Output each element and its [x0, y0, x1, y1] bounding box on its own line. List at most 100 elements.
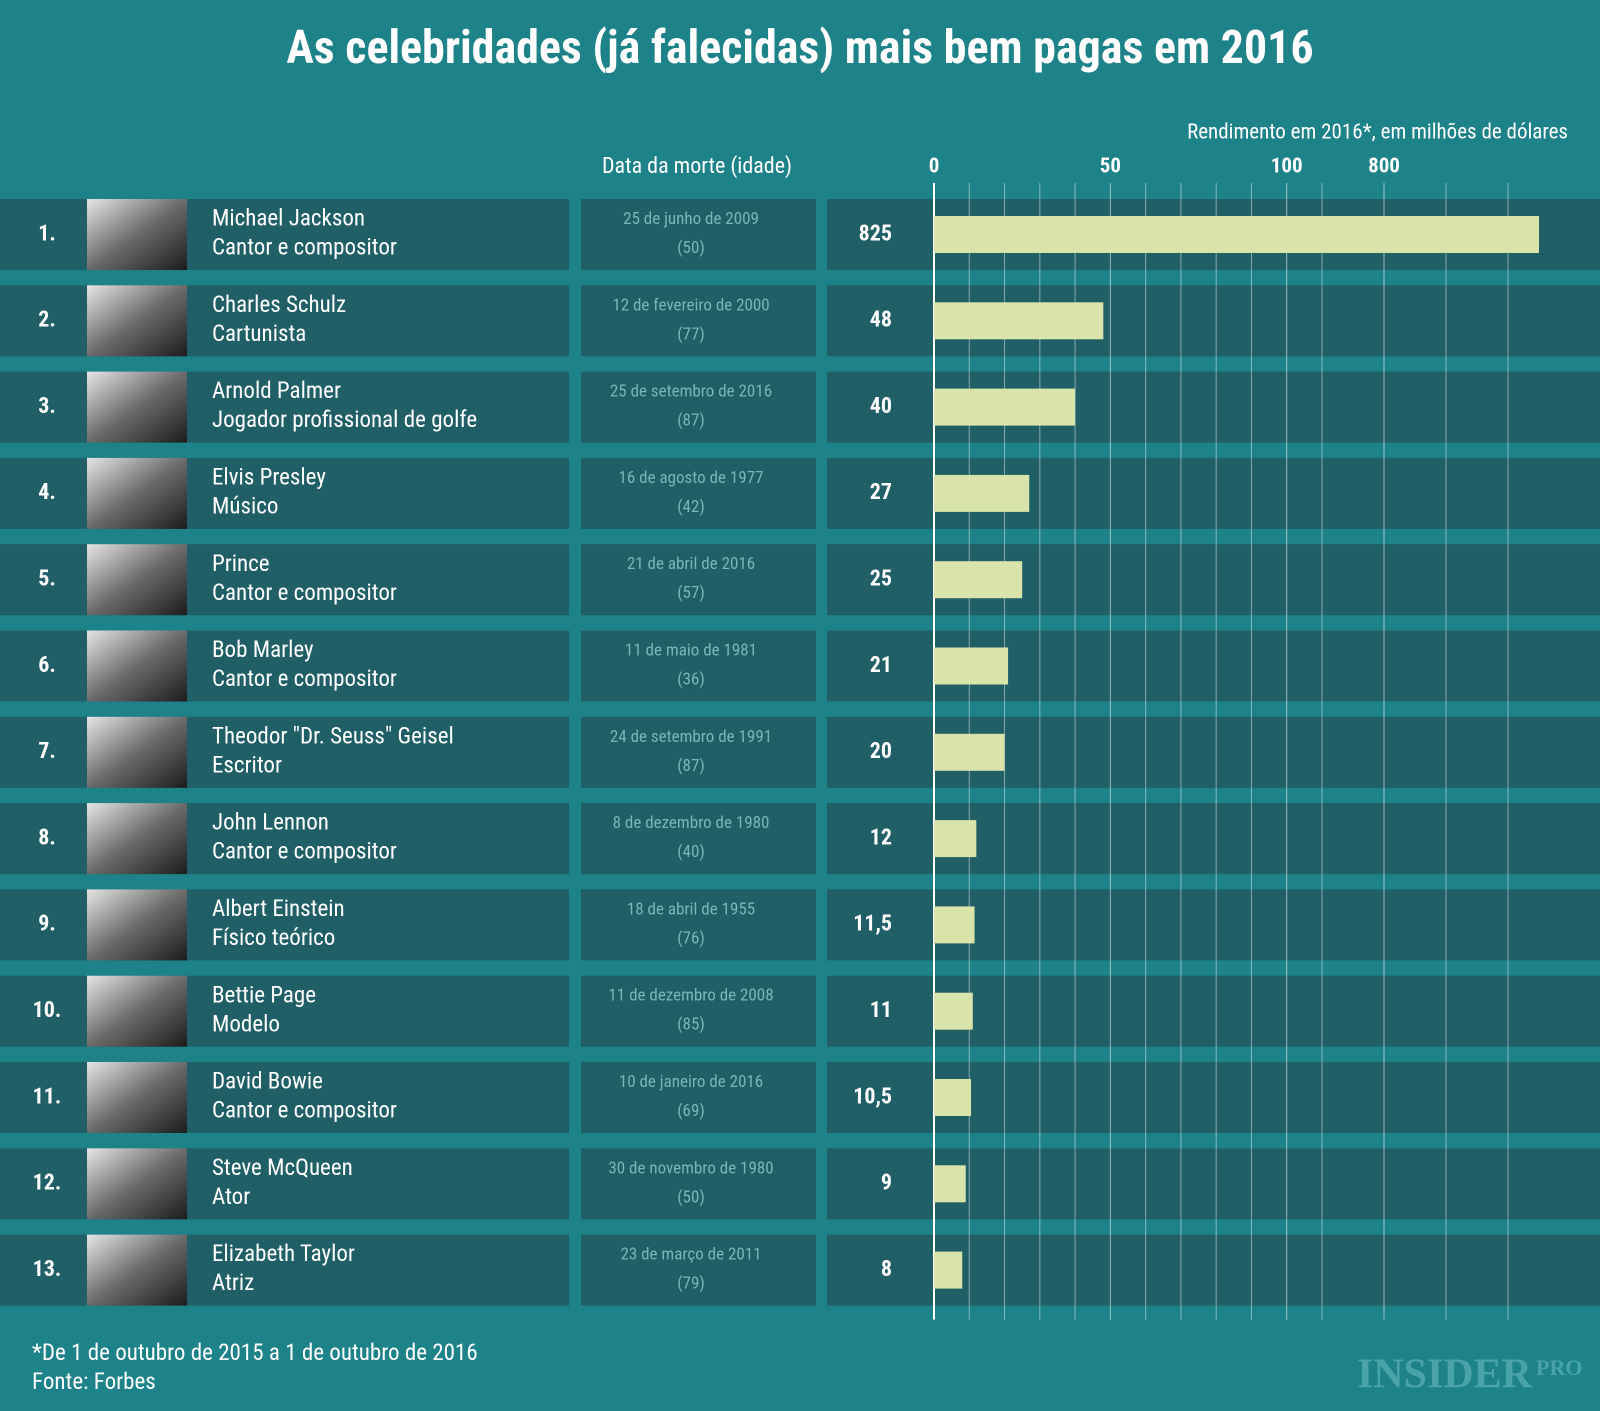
- rank: 4.: [38, 480, 56, 505]
- value-label: 10,5: [853, 1084, 892, 1109]
- bar: [934, 906, 975, 944]
- footnote: *De 1 de outubro de 2015 a 1 de outubro …: [32, 1339, 478, 1366]
- rank: 11.: [33, 1084, 62, 1109]
- bar: [934, 820, 977, 858]
- bar: [934, 647, 1009, 685]
- photo: [87, 1234, 187, 1306]
- rank: 6.: [38, 653, 56, 678]
- name: Michael Jackson: [212, 205, 365, 232]
- role: Cantor e compositor: [212, 234, 397, 261]
- name: Arnold Palmer: [212, 377, 341, 404]
- rank: 9.: [38, 912, 56, 937]
- value-label: 11: [870, 998, 892, 1023]
- photo: [87, 1148, 187, 1220]
- age: (69): [677, 1101, 705, 1121]
- death-date: 11 de maio de 1981: [625, 640, 757, 660]
- role: Modelo: [212, 1010, 280, 1037]
- role: Cantor e compositor: [212, 665, 397, 692]
- name: Steve McQueen: [212, 1154, 353, 1181]
- photo: [87, 457, 187, 529]
- role: Cantor e compositor: [212, 1097, 397, 1124]
- rank: 13.: [33, 1257, 62, 1282]
- role: Escritor: [212, 751, 282, 778]
- rank: 2.: [38, 308, 56, 333]
- role: Cantor e compositor: [212, 579, 397, 606]
- name: Elvis Presley: [212, 463, 326, 490]
- bar: [934, 992, 973, 1030]
- x-tick-label: 800: [1368, 155, 1400, 179]
- name: Bettie Page: [212, 981, 316, 1008]
- name: Elizabeth Taylor: [212, 1240, 355, 1267]
- age: (76): [677, 928, 705, 948]
- date-panel: [581, 199, 816, 270]
- value-label: 48: [870, 308, 892, 333]
- rank: 8.: [38, 825, 56, 850]
- date-panel: [581, 1062, 816, 1133]
- photo: [87, 544, 187, 616]
- role: Cartunista: [212, 320, 306, 347]
- date-panel: [581, 975, 816, 1047]
- bar: [934, 388, 1076, 426]
- date-panel: [581, 1234, 816, 1306]
- rank: 5.: [38, 567, 56, 592]
- death-date: 16 de agosto de 1977: [619, 468, 764, 488]
- date-panel: [581, 371, 816, 443]
- death-date: 10 de janeiro de 2016: [619, 1072, 763, 1092]
- bar: [934, 1251, 963, 1289]
- logo: INSIDER: [1357, 1352, 1533, 1398]
- death-date: 8 de dezembro de 1980: [613, 813, 770, 833]
- age: (50): [677, 238, 705, 258]
- age: (40): [677, 842, 705, 862]
- photo: [87, 803, 187, 875]
- photo: [87, 199, 187, 270]
- role: Atriz: [212, 1269, 254, 1296]
- age: (79): [677, 1274, 705, 1294]
- x-tick-label: 0: [929, 155, 940, 179]
- death-date: 21 de abril de 2016: [627, 554, 755, 574]
- grid: 0 50 100 800: [929, 155, 1509, 1320]
- name: Albert Einstein: [212, 895, 345, 922]
- name: David Bowie: [212, 1068, 323, 1095]
- x-tick-label: 100: [1271, 155, 1303, 179]
- chart-title: As celebridades (já falecidas) mais bem …: [286, 21, 1313, 75]
- bar: [934, 561, 1023, 599]
- death-date: 24 de setembro de 1991: [610, 727, 772, 747]
- death-date: 25 de junho de 2009: [623, 209, 759, 229]
- bar: [934, 216, 1539, 253]
- death-date: 12 de fevereiro de 2000: [612, 295, 769, 315]
- age: (36): [677, 669, 705, 689]
- value-label: 25: [870, 567, 892, 592]
- death-date: 18 de abril de 1955: [627, 899, 755, 919]
- date-panel: [581, 889, 816, 961]
- value-label: 27: [870, 480, 892, 505]
- rank: 1.: [38, 221, 56, 246]
- death-date: 30 de novembro de 1980: [608, 1158, 773, 1178]
- death-date: 25 de setembro de 2016: [610, 382, 772, 402]
- age: (87): [677, 756, 705, 776]
- age: (85): [677, 1015, 705, 1035]
- date-panel: [581, 716, 816, 788]
- bar: [934, 1079, 972, 1116]
- date-panel: [581, 1148, 816, 1220]
- date-panel: [581, 457, 816, 529]
- rank: 10.: [33, 998, 62, 1023]
- age: (77): [677, 324, 705, 344]
- date-panel: [581, 285, 816, 357]
- name: Charles Schulz: [212, 291, 346, 318]
- x-tick-label: 50: [1100, 155, 1121, 179]
- rank: 3.: [38, 394, 56, 419]
- death-date: 23 de março de 2011: [620, 1245, 761, 1265]
- value-label: 825: [859, 221, 892, 246]
- role: Ator: [212, 1183, 250, 1210]
- role: Jogador profissional de golfe: [212, 406, 477, 433]
- bar: [934, 733, 1005, 771]
- photo: [87, 889, 187, 961]
- value-label: 12: [870, 825, 892, 850]
- source: Fonte: Forbes: [32, 1368, 156, 1395]
- bar: [934, 302, 1104, 340]
- value-label: 21: [870, 653, 892, 678]
- value-label: 8: [881, 1257, 892, 1282]
- date-panel: [581, 803, 816, 875]
- bar: [934, 1165, 966, 1203]
